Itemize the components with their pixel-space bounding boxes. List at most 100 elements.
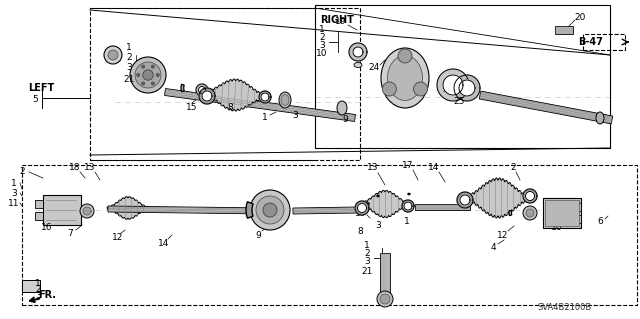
Text: 1: 1 — [35, 278, 41, 287]
Text: 17: 17 — [403, 160, 413, 169]
Polygon shape — [181, 84, 184, 92]
Circle shape — [135, 62, 161, 88]
Polygon shape — [402, 200, 414, 212]
Polygon shape — [360, 190, 410, 218]
Polygon shape — [199, 88, 215, 104]
Text: 2: 2 — [126, 54, 132, 63]
FancyArrow shape — [164, 89, 355, 122]
Text: 2: 2 — [19, 167, 25, 176]
Text: 10: 10 — [316, 49, 328, 58]
Circle shape — [523, 206, 537, 220]
Ellipse shape — [354, 63, 362, 68]
Text: 8: 8 — [227, 103, 233, 113]
Text: 7: 7 — [67, 228, 73, 238]
Text: 1: 1 — [404, 218, 410, 226]
Circle shape — [380, 294, 390, 304]
Polygon shape — [509, 211, 512, 216]
Text: 11: 11 — [8, 198, 20, 207]
Text: 2: 2 — [319, 33, 325, 42]
Polygon shape — [202, 79, 268, 111]
Ellipse shape — [596, 112, 604, 124]
Polygon shape — [202, 91, 212, 101]
Polygon shape — [443, 75, 463, 95]
Polygon shape — [460, 195, 470, 205]
Polygon shape — [454, 75, 480, 101]
Circle shape — [156, 73, 159, 77]
Circle shape — [143, 70, 153, 80]
Circle shape — [526, 209, 534, 217]
Text: 9: 9 — [342, 115, 348, 124]
Polygon shape — [404, 202, 412, 210]
Text: 3: 3 — [364, 256, 370, 265]
Text: 15: 15 — [186, 102, 198, 112]
FancyArrow shape — [108, 206, 268, 214]
Circle shape — [80, 204, 94, 218]
Circle shape — [141, 65, 145, 68]
Text: RIGHT: RIGHT — [320, 15, 354, 25]
Bar — [90, 8, 360, 160]
Bar — [43, 195, 81, 225]
Text: B-47: B-47 — [579, 37, 604, 47]
FancyArrow shape — [293, 207, 358, 214]
FancyArrow shape — [479, 91, 612, 124]
Text: 3: 3 — [35, 291, 41, 300]
Text: 1: 1 — [11, 179, 17, 188]
FancyArrow shape — [415, 204, 470, 210]
Polygon shape — [358, 204, 367, 212]
Polygon shape — [107, 197, 149, 219]
Ellipse shape — [281, 94, 289, 106]
Text: 12: 12 — [112, 234, 124, 242]
Text: 18: 18 — [69, 164, 81, 173]
Bar — [543, 198, 581, 228]
Text: 1: 1 — [262, 114, 268, 122]
Text: 21: 21 — [362, 266, 372, 276]
Text: 20: 20 — [574, 13, 586, 23]
Circle shape — [137, 73, 140, 77]
Polygon shape — [196, 84, 208, 96]
Text: 13: 13 — [367, 164, 379, 173]
Polygon shape — [261, 93, 269, 101]
Bar — [573, 203, 581, 211]
Bar — [315, 5, 610, 148]
Polygon shape — [198, 86, 205, 93]
Text: 4: 4 — [490, 243, 496, 253]
Text: LEFT: LEFT — [28, 83, 54, 93]
Circle shape — [256, 196, 284, 224]
Text: 16: 16 — [41, 224, 52, 233]
Text: 2: 2 — [510, 162, 516, 172]
Bar — [22, 280, 40, 292]
Text: 15: 15 — [355, 209, 367, 218]
Circle shape — [83, 207, 91, 215]
Circle shape — [383, 82, 396, 96]
Polygon shape — [457, 192, 473, 208]
Ellipse shape — [279, 92, 291, 108]
Text: 16: 16 — [551, 224, 563, 233]
Polygon shape — [246, 202, 253, 218]
Text: 9: 9 — [255, 231, 261, 240]
Text: 2: 2 — [35, 285, 41, 293]
Circle shape — [104, 46, 122, 64]
Circle shape — [377, 291, 393, 307]
Text: 3: 3 — [292, 110, 298, 120]
Ellipse shape — [337, 101, 347, 115]
Text: 2: 2 — [364, 249, 370, 257]
Circle shape — [250, 190, 290, 230]
Circle shape — [141, 82, 145, 85]
Text: FR.: FR. — [38, 290, 56, 300]
Text: 12: 12 — [497, 231, 509, 240]
Circle shape — [398, 49, 412, 63]
Bar — [35, 200, 43, 208]
Ellipse shape — [381, 48, 429, 108]
Bar — [573, 215, 581, 223]
Text: 6: 6 — [597, 218, 603, 226]
Text: 3: 3 — [319, 41, 325, 50]
Text: 1: 1 — [364, 241, 370, 249]
Polygon shape — [355, 201, 369, 215]
Text: 5: 5 — [32, 95, 38, 105]
Circle shape — [151, 82, 154, 85]
Circle shape — [108, 50, 118, 60]
Circle shape — [263, 203, 277, 217]
Bar — [22, 165, 637, 305]
Polygon shape — [377, 195, 379, 197]
Text: 24: 24 — [369, 63, 380, 72]
